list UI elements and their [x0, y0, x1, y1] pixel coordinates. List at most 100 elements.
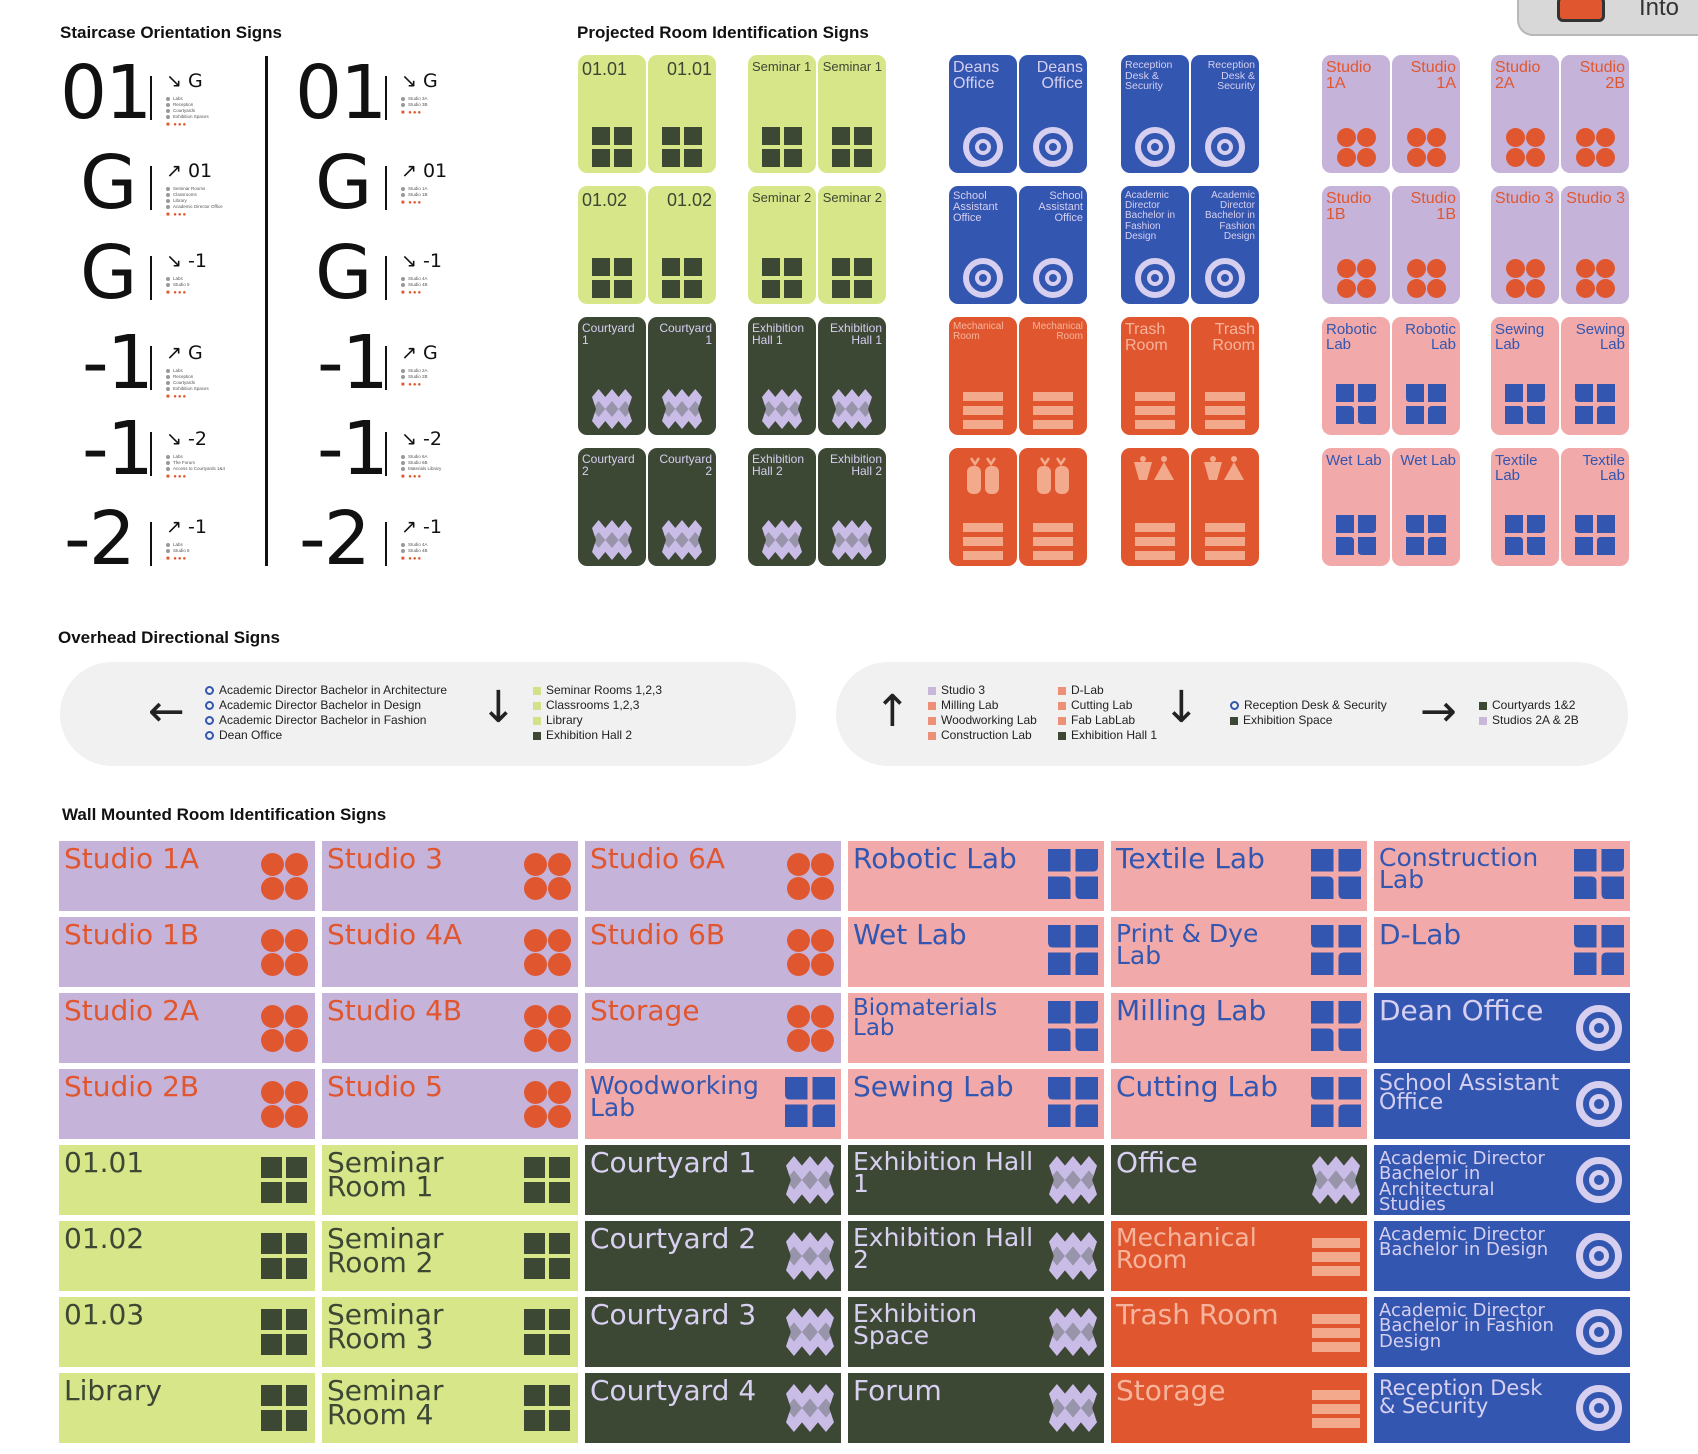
projected-sign-label: Sewing Lab — [1575, 321, 1625, 354]
level-number: -1 — [317, 320, 389, 406]
wall-sign: 01.02 — [59, 1221, 315, 1291]
bullet-icon — [401, 542, 405, 547]
projected-sign: Reception Desk & Security — [1121, 55, 1189, 173]
window-grid-icon — [524, 1309, 570, 1355]
wall-sign: D-Lab — [1374, 917, 1630, 987]
dot-marks-icon: ■ ●●● — [166, 122, 188, 128]
block-shape-icon — [1406, 515, 1446, 560]
projected-sign-label: Mechanical Room — [1032, 321, 1083, 343]
wall-sign: Academic Director Bachelor in Architectu… — [1374, 1145, 1630, 1215]
level-number: -1 — [317, 406, 389, 492]
wall-sign-label: Textile Lab — [1116, 842, 1265, 875]
wall-sign: 01.03 — [59, 1297, 315, 1367]
overhead-item: Academic Director Bachelor in Architectu… — [219, 683, 448, 697]
level-divider — [385, 256, 387, 300]
projected-sign: Studio 1A — [1322, 55, 1390, 173]
block-shape-icon — [1311, 924, 1361, 980]
wall-sign: Studio 1A — [59, 841, 315, 911]
level-number: -1 — [82, 320, 154, 406]
destination-text: Classrooms — [173, 192, 197, 197]
destination-item: Studio 4A — [401, 276, 428, 282]
bullet-icon — [166, 386, 170, 391]
window-grid-icon — [524, 1233, 570, 1279]
destination-text: Reception — [173, 102, 194, 107]
block-shape-icon — [1048, 1000, 1098, 1056]
projected-sign: Robotic Lab — [1392, 317, 1460, 435]
lungs-icon — [1033, 456, 1073, 499]
bullet-icon — [166, 192, 170, 197]
wall-sign-label: Academic Director Bachelor in Architectu… — [1379, 1148, 1545, 1215]
zigzag-icon — [1049, 1383, 1097, 1433]
wall-sign: Academic Director Bachelor in Design — [1374, 1221, 1630, 1291]
wall-sign: Library — [59, 1373, 315, 1443]
destination-text: Studio 2A — [408, 368, 428, 373]
wall-sign-label: Studio 2B — [64, 1070, 200, 1103]
window-control[interactable]: Into — [1517, 0, 1698, 36]
wall-sign-label: Academic Director Bachelor in Fashion De… — [1379, 1300, 1554, 1352]
projected-sign: Mechanical Room — [1019, 317, 1087, 435]
projected-sign-label: Trash Room — [1125, 321, 1168, 355]
destination-text: Academic Director Office — [173, 204, 223, 209]
bullet-icon — [166, 368, 170, 373]
wall-sign-label: Milling Lab — [1116, 994, 1267, 1027]
people-icon — [1202, 456, 1248, 491]
destination-item: Academic Director Office — [166, 204, 223, 210]
level-number: G — [315, 140, 372, 226]
stripes-icon — [1205, 523, 1245, 560]
projected-sign-label: Seminar 2 — [752, 190, 812, 205]
level-number: G — [80, 230, 137, 316]
block-shape-icon — [1048, 848, 1098, 904]
wall-sign-label: Storage — [1116, 1374, 1226, 1407]
wall-sign-label: 01.03 — [64, 1298, 145, 1331]
projected-sign-label: Studio 1B — [1326, 190, 1372, 224]
dot-marks-icon: ■ ●●● — [401, 556, 423, 562]
block-shape-icon — [1574, 924, 1624, 980]
projected-sign: Trash Room — [1191, 317, 1259, 435]
wall-sign-label: Exhibition Space — [853, 1299, 978, 1350]
wall-sign-label: Studio 1B — [64, 918, 200, 951]
section-title-staircase: Staircase Orientation Signs — [60, 23, 283, 42]
destination-item: Studio 4B — [401, 282, 428, 288]
zigzag-icon — [832, 520, 872, 560]
wall-sign: Dean Office — [1374, 993, 1630, 1063]
level-number: 01 — [60, 50, 152, 136]
projected-sign-label: Trash Room — [1212, 321, 1255, 355]
projected-sign-label: Courtyard 1 — [582, 321, 635, 348]
destination-item: Classrooms — [166, 192, 223, 198]
wall-sign: Robotic Lab — [848, 841, 1104, 911]
wall-sign-label: Cutting Lab — [1116, 1070, 1278, 1103]
projected-sign: Seminar 2 — [818, 186, 886, 304]
wall-sign: Milling Lab — [1111, 993, 1367, 1063]
wall-sign: Exhibition Space — [848, 1297, 1104, 1367]
four-circles-icon — [1336, 128, 1376, 167]
bullet-icon — [166, 466, 170, 471]
direction-label: ↗ 01 — [401, 160, 448, 182]
bullet-icon — [401, 282, 405, 287]
direction-label: ↗ G — [401, 342, 438, 364]
bullet-icon — [166, 204, 170, 209]
bullet-icon — [166, 454, 170, 459]
wall-sign-label: Biomaterials Lab — [853, 995, 998, 1041]
wall-sign-label: Seminar Room 2 — [327, 1222, 444, 1280]
projected-sign: Studio 2A — [1491, 55, 1559, 173]
destination-text: Labs — [173, 368, 183, 373]
direction-label: ↗ -1 — [401, 516, 442, 538]
direction-label: ↘ -1 — [401, 250, 442, 272]
projected-sign-label: Studio 3 — [1566, 190, 1625, 207]
wall-sign-label: Wet Lab — [853, 918, 967, 951]
destination-item: Studio 6 — [166, 548, 190, 554]
block-shape-icon — [1505, 515, 1545, 560]
zigzag-icon — [762, 389, 802, 429]
wall-sign: Office — [1111, 1145, 1367, 1215]
projected-sign — [1019, 448, 1087, 566]
level-divider — [385, 166, 387, 210]
overhead-item: Fab LabLab — [1071, 713, 1136, 727]
destination-list: Studio 2A Studio 2B — [401, 368, 428, 380]
dot-marks-icon: ■ ●●● — [166, 474, 188, 480]
projected-sign: Courtyard 1 — [578, 317, 646, 435]
destination-item: Labs — [166, 454, 225, 460]
four-circles-icon — [1575, 259, 1615, 298]
wall-sign: Biomaterials Lab — [848, 993, 1104, 1063]
wall-sign: Cutting Lab — [1111, 1069, 1367, 1139]
